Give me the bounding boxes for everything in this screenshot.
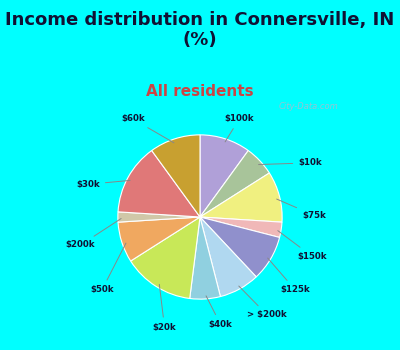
- Text: > $200k: > $200k: [239, 286, 287, 320]
- Text: $60k: $60k: [121, 114, 174, 143]
- Text: City-Data.com: City-Data.com: [278, 102, 338, 111]
- Wedge shape: [152, 135, 200, 217]
- Text: $100k: $100k: [224, 114, 254, 142]
- Text: $125k: $125k: [268, 258, 310, 294]
- Text: $75k: $75k: [277, 199, 326, 220]
- Text: $20k: $20k: [153, 285, 176, 332]
- Wedge shape: [118, 217, 200, 261]
- Wedge shape: [200, 217, 280, 277]
- Text: $50k: $50k: [90, 243, 126, 294]
- Text: $10k: $10k: [258, 158, 322, 167]
- Wedge shape: [131, 217, 200, 299]
- Wedge shape: [190, 217, 220, 299]
- Wedge shape: [200, 217, 282, 237]
- Text: $200k: $200k: [66, 218, 121, 250]
- Text: $40k: $40k: [206, 296, 232, 329]
- Text: $30k: $30k: [76, 180, 130, 189]
- Wedge shape: [118, 150, 200, 217]
- Wedge shape: [200, 150, 269, 217]
- Wedge shape: [200, 217, 256, 296]
- Wedge shape: [118, 212, 200, 222]
- Wedge shape: [200, 173, 282, 222]
- Text: $150k: $150k: [278, 231, 327, 261]
- Text: All residents: All residents: [146, 84, 254, 99]
- Text: Income distribution in Connersville, IN
(%): Income distribution in Connersville, IN …: [5, 10, 395, 49]
- Wedge shape: [200, 135, 248, 217]
